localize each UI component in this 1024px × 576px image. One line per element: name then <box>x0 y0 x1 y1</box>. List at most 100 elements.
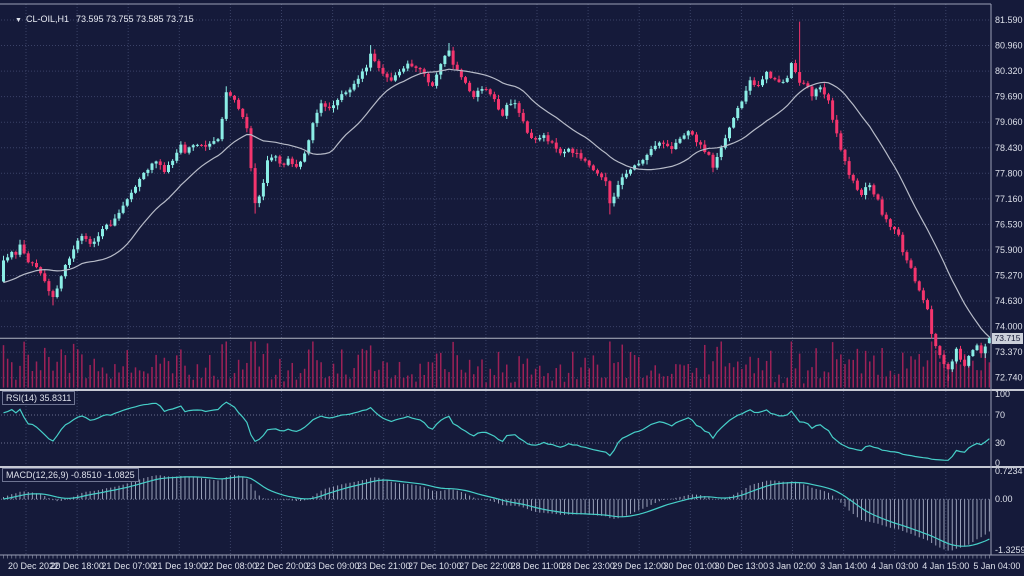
candle-body <box>880 199 884 215</box>
candle-body <box>620 177 624 185</box>
candle-body <box>294 164 298 167</box>
candle-body <box>711 154 715 168</box>
candle-body <box>645 154 649 161</box>
candle-body <box>212 141 216 144</box>
candlestick-plot[interactable] <box>0 21 991 388</box>
candle-body <box>748 80 752 91</box>
candle-body <box>142 172 146 180</box>
candle-body <box>674 142 678 150</box>
panel-separator[interactable] <box>0 389 1024 391</box>
candle-body <box>827 94 830 101</box>
candle-body <box>752 80 756 86</box>
candle-body <box>740 101 744 109</box>
candle-body <box>307 140 311 154</box>
candle-body <box>377 61 381 68</box>
candle-body <box>414 66 418 68</box>
candle-body <box>402 68 406 72</box>
time-axis-label: 3 Jan 14:00 <box>820 561 867 571</box>
rsi-panel[interactable] <box>1 401 991 461</box>
price-axis-label: 81.590 <box>995 15 1023 25</box>
candle-body <box>117 212 121 219</box>
candle-body <box>418 67 422 70</box>
candle-body <box>587 160 591 166</box>
candle-body <box>505 104 509 116</box>
candle-body <box>563 151 566 154</box>
candle-body <box>707 152 711 155</box>
candle-body <box>666 143 670 147</box>
candle-body <box>76 240 80 250</box>
time-axis-label: 4 Jan 15:00 <box>922 561 969 571</box>
candle-body <box>963 359 967 366</box>
candle-body <box>641 160 645 164</box>
price-axis-label: 77.160 <box>995 194 1023 204</box>
candle-body <box>179 144 183 153</box>
time-axis-label: 28 Dec 23:00 <box>561 561 615 571</box>
candle-body <box>340 94 344 100</box>
candle-body <box>187 147 191 153</box>
candle-body <box>839 133 843 150</box>
macd-signal-line <box>3 476 990 547</box>
candle-body <box>975 345 979 351</box>
candle-body <box>794 63 797 73</box>
candle-body <box>781 81 785 83</box>
candle-body <box>798 72 802 83</box>
price-axis-label: 74.000 <box>995 322 1023 332</box>
candle-body <box>913 267 917 282</box>
candle-body <box>888 219 892 227</box>
candle-body <box>385 73 389 78</box>
candle-body <box>653 145 657 150</box>
candle-body <box>167 165 170 172</box>
candle-body <box>822 87 826 95</box>
candle-body <box>600 173 604 178</box>
candle-body <box>88 238 92 244</box>
macd-scale-label: 0.7234 <box>995 466 1023 476</box>
candle-body <box>327 106 331 109</box>
candle-body <box>728 127 731 139</box>
candle-body <box>249 128 253 169</box>
candle-body <box>769 71 773 78</box>
macd-scale-label: 0.00 <box>995 494 1013 504</box>
rsi-scale-label: 30 <box>995 438 1005 448</box>
time-axis-label: 23 Dec 09:00 <box>306 561 360 571</box>
candle-body <box>6 257 10 261</box>
candle-body <box>695 134 698 143</box>
candle-body <box>579 153 583 159</box>
candle-body <box>381 67 385 74</box>
candle-body <box>439 64 443 75</box>
candle-body <box>736 108 740 119</box>
candle-body <box>360 71 364 79</box>
candle-body <box>228 92 232 96</box>
time-axis-label: 30 Dec 13:00 <box>715 561 769 571</box>
time-axis-label: 22 Dec 20:00 <box>255 561 309 571</box>
candle-body <box>398 71 401 76</box>
macd-panel[interactable] <box>1 474 991 551</box>
candle-body <box>410 63 414 67</box>
candle-body <box>954 348 958 362</box>
panel-separator[interactable] <box>0 466 1024 468</box>
candle-body <box>175 152 179 161</box>
candle-body <box>422 69 426 74</box>
rsi-name: RSI(14) <box>6 393 38 403</box>
candle-body <box>253 168 257 204</box>
rsi-scale-label: 100 <box>995 389 1010 399</box>
candle-body <box>987 338 991 344</box>
price-axis-label: 80.320 <box>995 66 1023 76</box>
candle-body <box>26 253 30 263</box>
candle-body <box>138 179 142 187</box>
candle-body <box>393 75 397 81</box>
price-axis-label: 73.370 <box>995 347 1023 357</box>
candle-body <box>917 281 921 291</box>
candle-body <box>868 185 872 188</box>
candle-body <box>216 139 220 142</box>
candle-body <box>257 196 261 204</box>
candle-body <box>571 148 575 153</box>
candle-body <box>10 251 14 258</box>
symbol-dropdown-icon[interactable]: ▼ <box>15 17 22 24</box>
price-axis[interactable]: 81.590 80.960 80.320 79.690 79.060 78.430 77.8… <box>995 15 1024 555</box>
candle-body <box>703 144 707 153</box>
candle-body <box>715 156 719 168</box>
candle-body <box>608 181 612 204</box>
candle-body <box>332 105 335 109</box>
